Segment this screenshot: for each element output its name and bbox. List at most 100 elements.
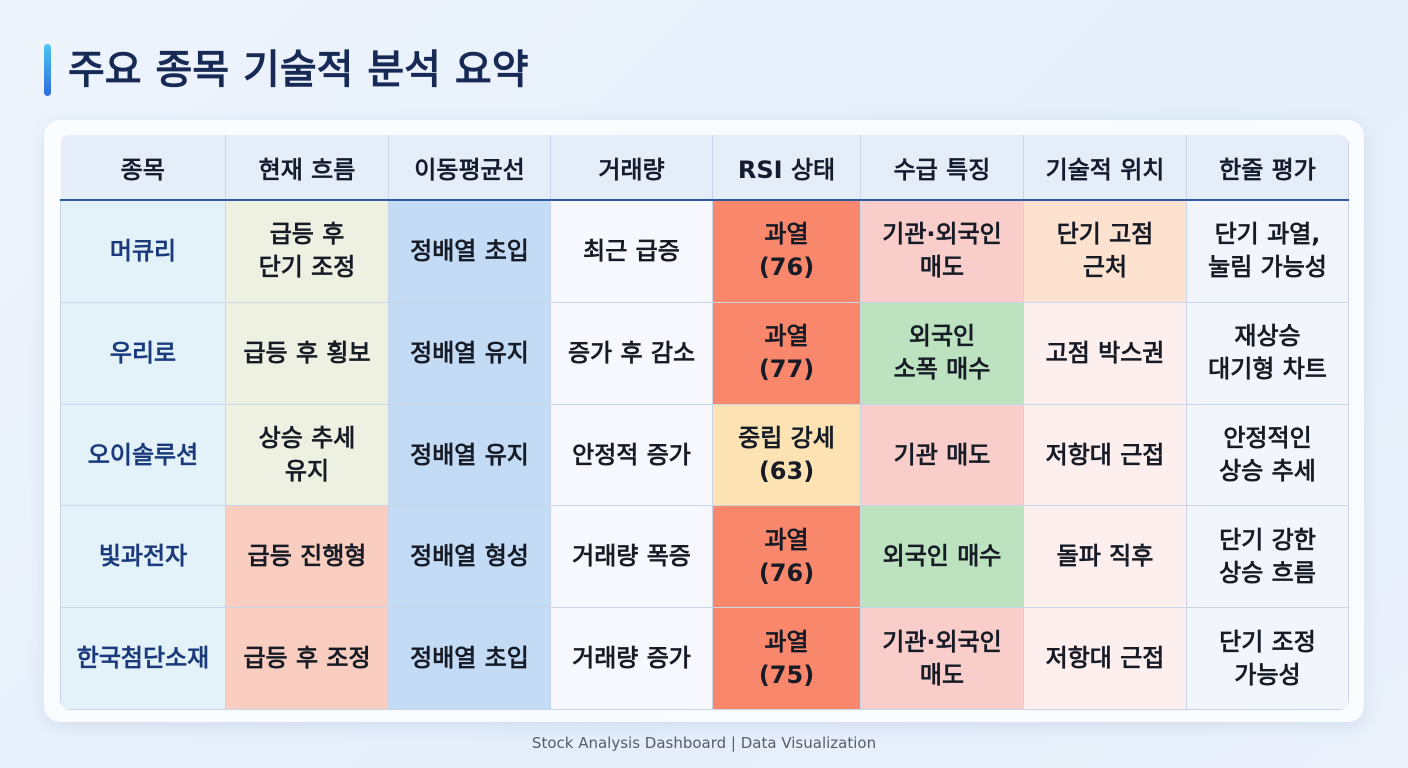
- cell-line: 상승 추세: [258, 424, 356, 453]
- cell-line: 정배열 초입: [410, 644, 529, 673]
- table-cell: 정배열 유지: [388, 403, 551, 507]
- column-header: 현재 흐름: [225, 135, 389, 201]
- cell-line: 매도: [919, 660, 965, 689]
- table-cell: 한국첨단소재: [60, 607, 226, 710]
- cell-line: (76): [758, 558, 815, 587]
- column-header: 종목: [60, 135, 226, 201]
- cell-line: 정배열 유지: [410, 440, 529, 469]
- cell-line: 단기 과열,: [1214, 220, 1321, 249]
- table-row: 머큐리 급등 후 단기 조정 정배열 초입 최근 급증 과열 (76) 기관·외국인 매도 단기 …: [60, 199, 1349, 303]
- table-row: 오이솔루션 상승 추세 유지 정배열 유지 안정적 증가 중립 강세 (63) 기관 매도 저항…: [60, 403, 1349, 507]
- table-cell: 정배열 유지: [388, 301, 551, 405]
- table-cell: 중립 강세 (63): [712, 403, 861, 507]
- table-cell: 급등 진행형: [225, 505, 389, 609]
- table-cell: 빛과전자: [60, 505, 226, 609]
- cell-line: 증가 후 감소: [567, 338, 696, 367]
- table-cell: 과열 (75): [712, 607, 861, 710]
- cell-line: 대기형 차트: [1208, 355, 1327, 384]
- cell-line: 재상승: [1234, 322, 1301, 351]
- cell-line: 오이솔루션: [87, 440, 199, 469]
- cell-line: 상승 흐름: [1219, 558, 1316, 587]
- cell-line: 기관·외국인: [882, 220, 1002, 249]
- cell-line: 과열: [764, 525, 809, 554]
- cell-line: 상승 추세: [1219, 457, 1316, 486]
- cell-line: 과열: [764, 627, 809, 656]
- cell-line: (63): [758, 457, 815, 486]
- cell-line: 저항대 근접: [1045, 644, 1165, 673]
- cell-line: 근처: [1082, 253, 1128, 282]
- cell-line: 우리로: [109, 338, 177, 367]
- cell-line: 단기 강한: [1219, 525, 1316, 554]
- title: 주요 종목 기술적 분석 요약: [68, 47, 529, 93]
- table-cell: 정배열 초입: [388, 199, 551, 303]
- table-cell: 머큐리: [60, 199, 226, 303]
- table-cell: 거래량 증가: [550, 607, 713, 710]
- cell-line: 눌림 가능성: [1208, 253, 1327, 282]
- cell-line: 한국첨단소재: [76, 644, 210, 673]
- cell-line: 급등 후: [269, 220, 345, 249]
- cell-line: 과열: [764, 220, 809, 249]
- column-header: 수급 특징: [860, 135, 1024, 201]
- table-cell: 단기 과열, 눌림 가능성: [1186, 199, 1349, 303]
- cell-line: 정배열 유지: [410, 338, 529, 367]
- table-cell: 정배열 형성: [388, 505, 551, 609]
- footer: Stock Analysis Dashboard | Data Visualiz…: [531, 734, 877, 752]
- analysis-table: 종목 현재 흐름 이동평균선 거래량 RSI 상태 수급 특징 기술적 위치 한줄 평가 머큐…: [60, 135, 1349, 710]
- cell-line: 기관·외국인: [882, 627, 1002, 656]
- table-cell: 안정적 증가: [550, 403, 713, 507]
- cell-line: 저항대 근접: [1045, 440, 1165, 469]
- cell-line: 기관 매도: [893, 440, 991, 469]
- cell-line: 고점 박스권: [1045, 338, 1165, 367]
- cell-line: 단기 고점: [1056, 220, 1154, 249]
- header-row: 종목 현재 흐름 이동평균선 거래량 RSI 상태 수급 특징 기술적 위치 한줄 평가: [60, 135, 1349, 201]
- cell-line: 정배열 초입: [410, 236, 529, 265]
- table-cell: 외국인 매수: [860, 505, 1024, 609]
- cell-line: (76): [758, 253, 815, 282]
- cell-line: 최근 급증: [583, 236, 680, 265]
- cell-line: 외국인 매수: [882, 542, 1002, 571]
- cell-line: 매도: [919, 253, 965, 282]
- cell-line: 안정적인: [1223, 424, 1312, 453]
- cell-line: 단기 조정: [1219, 627, 1316, 656]
- cell-line: 가능성: [1234, 660, 1301, 689]
- cell-line: 단기 조정: [258, 253, 356, 282]
- cell-line: (77): [758, 355, 815, 384]
- cell-line: 유지: [284, 457, 330, 486]
- table-body: 머큐리 급등 후 단기 조정 정배열 초입 최근 급증 과열 (76) 기관·외국인 매도 단기 …: [60, 199, 1349, 710]
- table-row: 빛과전자 급등 진행형 정배열 형성 거래량 폭증 과열 (76) 외국인 매수 돌파 직후 단…: [60, 505, 1349, 609]
- cell-line: 빛과전자: [98, 542, 188, 571]
- cell-line: 중립 강세: [738, 424, 835, 453]
- cell-line: 급등 진행형: [247, 542, 367, 571]
- cell-line: 안정적 증가: [572, 440, 691, 469]
- table-cell: 증가 후 감소: [550, 301, 713, 405]
- column-header: 이동평균선: [388, 135, 551, 201]
- cell-line: 외국인: [908, 322, 976, 351]
- cell-line: 급등 후 조정: [243, 644, 371, 673]
- cell-line: 거래량 증가: [572, 644, 691, 673]
- table-cell: 저항대 근접: [1023, 403, 1187, 507]
- cell-line: 소폭 매수: [893, 355, 991, 384]
- column-header: RSI 상태: [712, 135, 861, 201]
- cell-line: 정배열 형성: [410, 542, 529, 571]
- cell-line: 머큐리: [109, 236, 177, 265]
- cell-line: 급등 후 횡보: [243, 338, 371, 367]
- table-cell: 저항대 근접: [1023, 607, 1187, 710]
- table-cell: 과열 (76): [712, 505, 861, 609]
- cell-line: 과열: [764, 322, 809, 351]
- table-cell: 과열 (76): [712, 199, 861, 303]
- table-cell: 우리로: [60, 301, 226, 405]
- cell-line: 돌파 직후: [1056, 542, 1154, 571]
- table-cell: 고점 박스권: [1023, 301, 1187, 405]
- table-cell: 최근 급증: [550, 199, 713, 303]
- table-cell: 돌파 직후: [1023, 505, 1187, 609]
- table-cell: 오이솔루션: [60, 403, 226, 507]
